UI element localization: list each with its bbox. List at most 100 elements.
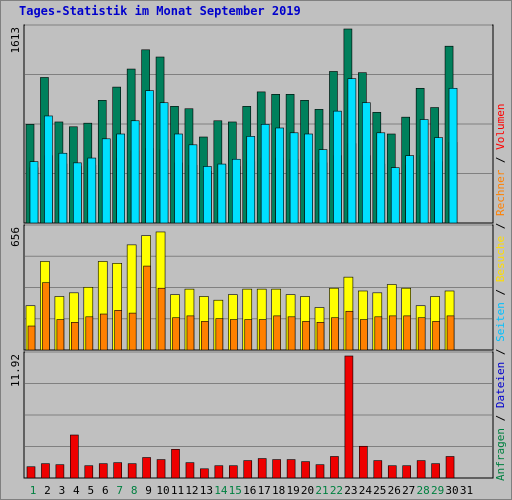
bar-rechner: [201, 321, 209, 351]
bar-rechner: [374, 316, 383, 351]
bar-seiten: [116, 133, 125, 224]
bar-seiten: [246, 136, 256, 224]
x-tick-label: 7: [116, 484, 123, 497]
bar-volumen: [70, 434, 79, 479]
bar-rechner: [99, 313, 108, 351]
bar-rechner: [403, 315, 412, 351]
x-tick-label: 2: [44, 484, 51, 497]
bar-volumen: [344, 355, 354, 479]
bar-seiten: [159, 102, 169, 224]
x-tick-label: 10: [156, 484, 169, 497]
bar-volumen: [373, 460, 383, 479]
bar-seiten: [130, 120, 140, 224]
bar-volumen: [315, 464, 325, 479]
bar-seiten: [174, 133, 183, 224]
bar-rechner: [27, 325, 36, 351]
x-tick-label: 4: [73, 484, 80, 497]
x-tick-label: 27: [402, 484, 415, 497]
bar-rechner: [331, 317, 339, 351]
x-tick-label: 18: [272, 484, 285, 497]
bar-seiten: [390, 167, 400, 224]
bar-volumen: [156, 459, 166, 479]
bar-seiten: [188, 144, 198, 224]
bar-seiten: [29, 161, 39, 224]
bar-volumen: [229, 465, 238, 479]
bar-rechner: [85, 316, 94, 351]
legend-entry: Seiten: [494, 302, 507, 342]
bar-seiten: [260, 124, 270, 224]
x-tick-label: 16: [243, 484, 256, 497]
bar-volumen: [127, 463, 137, 479]
page-title: Tages-Statistik im Monat September 2019: [19, 4, 301, 18]
x-tick-label: 25: [373, 484, 386, 497]
legend-entry: Dateien: [494, 362, 507, 408]
bar-rechner: [56, 319, 65, 351]
x-tick-label: 28: [417, 484, 430, 497]
x-tick-label: 12: [185, 484, 198, 497]
y-max-label: 1613: [9, 27, 22, 54]
bar-volumen: [171, 449, 180, 479]
bar-rechner: [172, 317, 180, 351]
x-tick-label: 21: [315, 484, 328, 497]
bar-volumen: [445, 456, 455, 479]
bar-seiten: [405, 155, 415, 224]
bar-volumen: [142, 457, 151, 479]
bar-rechner: [114, 310, 122, 351]
bar-seiten: [232, 158, 241, 224]
y-max-label: 11.92: [9, 354, 22, 387]
legend-entry: /: [494, 342, 507, 362]
bar-seiten: [347, 78, 357, 224]
bar-volumen: [272, 459, 281, 479]
bar-rechner: [143, 265, 151, 351]
bar-volumen: [98, 463, 108, 479]
legend-entry: /: [494, 282, 507, 302]
x-tick-label: 8: [131, 484, 138, 497]
bar-seiten: [203, 166, 212, 224]
bar-seiten: [434, 137, 443, 224]
bar-volumen: [359, 445, 368, 479]
x-tick-label: 20: [301, 484, 314, 497]
bar-rechner: [186, 315, 195, 351]
x-tick-label: 14: [214, 484, 228, 497]
x-tick-label: 30: [445, 484, 458, 497]
x-tick-label: 17: [258, 484, 271, 497]
bar-rechner: [432, 321, 440, 351]
bar-rechner: [71, 322, 79, 351]
bar-volumen: [243, 460, 253, 479]
bar-seiten: [58, 152, 68, 224]
bar-volumen: [387, 465, 397, 479]
bar-volumen: [26, 466, 36, 479]
y-max-label: 656: [9, 227, 22, 247]
bar-seiten: [145, 90, 154, 224]
bar-volumen: [200, 468, 209, 479]
x-tick-label: 5: [87, 484, 94, 497]
bar-seiten: [73, 162, 82, 224]
bar-seiten: [275, 127, 284, 224]
bar-seiten: [44, 115, 53, 224]
x-tick-label: 1: [30, 484, 37, 497]
bar-rechner: [345, 310, 354, 351]
bar-volumen: [330, 456, 339, 479]
x-tick-label: 11: [171, 484, 184, 497]
x-tick-label: 6: [102, 484, 109, 497]
legend-entry: Besuche: [494, 236, 507, 282]
x-tick-label: 19: [286, 484, 299, 497]
bar-seiten: [318, 149, 328, 224]
bar-seiten: [217, 163, 227, 224]
bar-rechner: [273, 315, 281, 351]
legend-entry: Volumen: [494, 103, 507, 149]
bar-seiten: [376, 132, 386, 224]
bar-rechner: [316, 322, 325, 351]
bar-volumen: [286, 459, 296, 479]
legend-entry: /: [494, 150, 507, 170]
bar-rechner: [287, 316, 296, 351]
bar-seiten: [101, 138, 111, 224]
x-tick-label: 3: [59, 484, 66, 497]
bar-volumen: [214, 465, 224, 479]
x-tick-label: 9: [145, 484, 152, 497]
bar-volumen: [55, 464, 65, 479]
bar-volumen: [416, 460, 426, 479]
bar-seiten: [87, 157, 97, 224]
